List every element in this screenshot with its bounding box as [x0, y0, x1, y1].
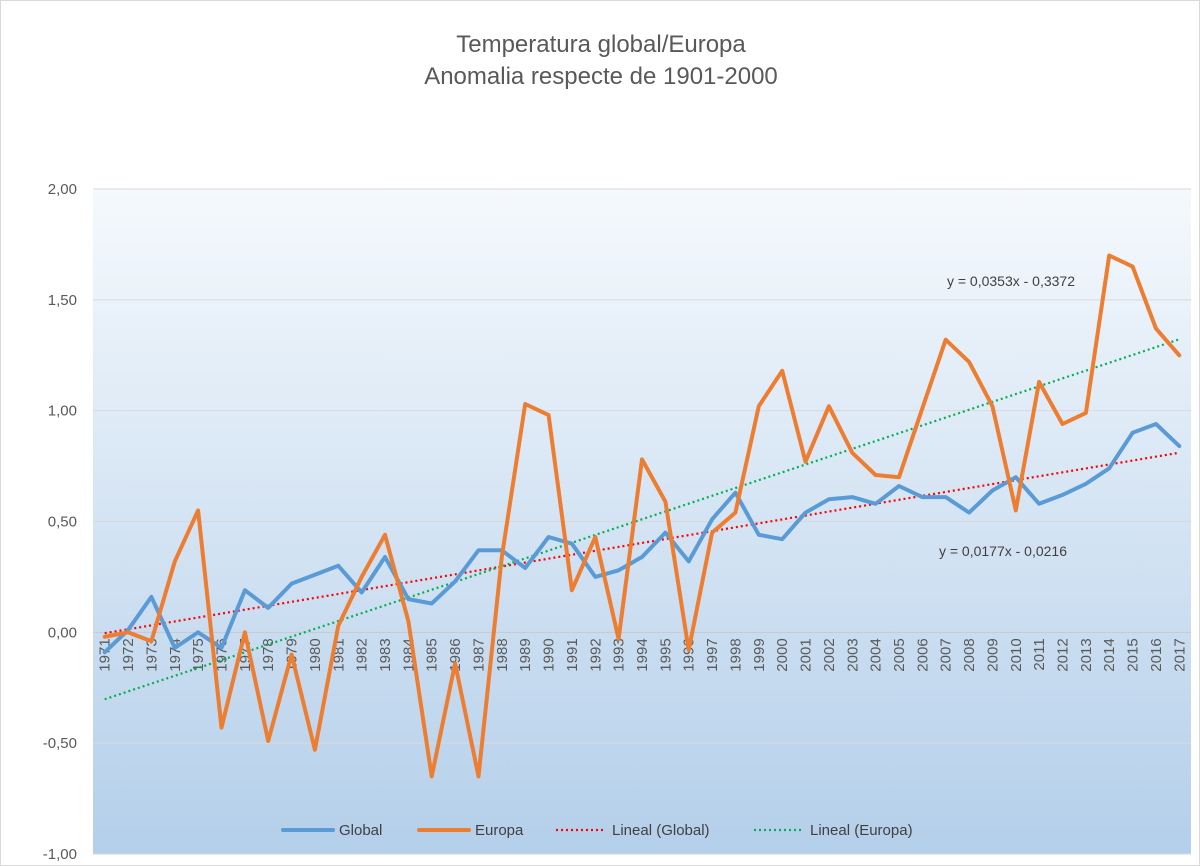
y-tick-label: -0,50: [43, 735, 77, 752]
chart-subtitle: Anomalia respecte de 1901-2000: [424, 63, 778, 90]
legend: Global Europa Lineal (Global) Lineal (Europ…: [281, 822, 913, 839]
x-tick-label: 2005: [891, 638, 908, 671]
x-tick-label: 1994: [634, 638, 651, 671]
x-tick-label: 1975: [190, 638, 207, 671]
series-line: [102, 253, 1182, 779]
x-tick-label: 1972: [120, 638, 137, 671]
trendlines: [104, 338, 1180, 701]
x-tick-label: 2006: [914, 638, 931, 671]
x-tick-label: 1992: [587, 638, 604, 671]
legend-label: Lineal (Europa): [810, 822, 913, 839]
x-tick-label: 2011: [1031, 638, 1048, 670]
x-tick-label: 1996: [681, 638, 698, 671]
y-axis: -1,00 -0,50 0,00 0,50 1,00 1,50 2,00: [43, 181, 77, 863]
legend-label: Europa: [475, 822, 524, 839]
trend-equation: y = 0,0177x - 0,0216: [939, 543, 1067, 559]
x-tick-label: 1998: [727, 638, 744, 671]
x-tick-label: 2001: [798, 638, 815, 671]
legend-label: Global: [339, 822, 382, 839]
series-lines: [102, 253, 1182, 779]
x-tick-label: 2003: [844, 638, 861, 671]
x-axis: 1971 1972 1973 1974 1975 1976 1977 1978 1979 1980…: [97, 638, 1189, 671]
y-tick-label: 0,00: [48, 624, 77, 641]
x-tick-label: 2009: [984, 638, 1001, 671]
x-tick-label: 2008: [961, 638, 978, 671]
x-tick-label: 1991: [564, 638, 581, 671]
x-tick-label: 1990: [541, 638, 558, 671]
x-tick-label: 2000: [774, 638, 791, 671]
chart-title: Temperatura global/Europa: [456, 31, 746, 58]
x-tick-label: 1982: [354, 638, 371, 671]
trendline: [104, 451, 1180, 635]
x-tick-label: 2016: [1148, 638, 1165, 671]
x-tick-label: 1978: [260, 638, 277, 671]
trend-equations: y = 0,0177x - 0,0216 y = 0,0353x - 0,3372: [939, 273, 1075, 559]
x-tick-label: 2017: [1171, 638, 1188, 671]
x-tick-label: 1973: [143, 638, 160, 671]
y-tick-label: 1,50: [48, 292, 77, 309]
x-tick-label: 1986: [447, 638, 464, 671]
chart-title-block: Temperatura global/Europa Anomalia respe…: [1, 29, 1200, 93]
y-tick-label: -1,00: [43, 846, 77, 863]
x-tick-label: 2012: [1055, 638, 1072, 671]
x-tick-label: 1971: [97, 638, 114, 671]
x-tick-label: 1997: [704, 638, 721, 671]
x-tick-label: 2010: [1008, 638, 1025, 671]
y-tick-label: 0,50: [48, 514, 77, 531]
x-tick-label: 2007: [938, 638, 955, 671]
trendline: [104, 338, 1180, 701]
x-tick-label: 1993: [611, 638, 628, 671]
gridlines: [93, 188, 1191, 855]
x-tick-label: 1999: [751, 638, 768, 671]
x-tick-label: 1985: [424, 638, 441, 671]
x-tick-label: 2002: [821, 638, 838, 671]
x-tick-label: 1983: [377, 638, 394, 671]
legend-label: Lineal (Global): [612, 822, 710, 839]
y-tick-label: 2,00: [48, 181, 77, 198]
series-line: [102, 422, 1182, 655]
x-tick-label: 2013: [1078, 638, 1095, 671]
x-tick-label: 2004: [868, 638, 885, 671]
x-tick-label: 1980: [307, 638, 324, 671]
x-tick-label: 2014: [1101, 638, 1118, 671]
x-tick-label: 1988: [494, 638, 511, 671]
x-tick-label: 2015: [1125, 638, 1142, 671]
x-tick-label: 1995: [657, 638, 674, 671]
x-tick-label: 1987: [470, 638, 487, 671]
x-tick-label: 1989: [517, 638, 534, 671]
trend-equation: y = 0,0353x - 0,3372: [947, 273, 1075, 289]
y-tick-label: 1,00: [48, 403, 77, 420]
